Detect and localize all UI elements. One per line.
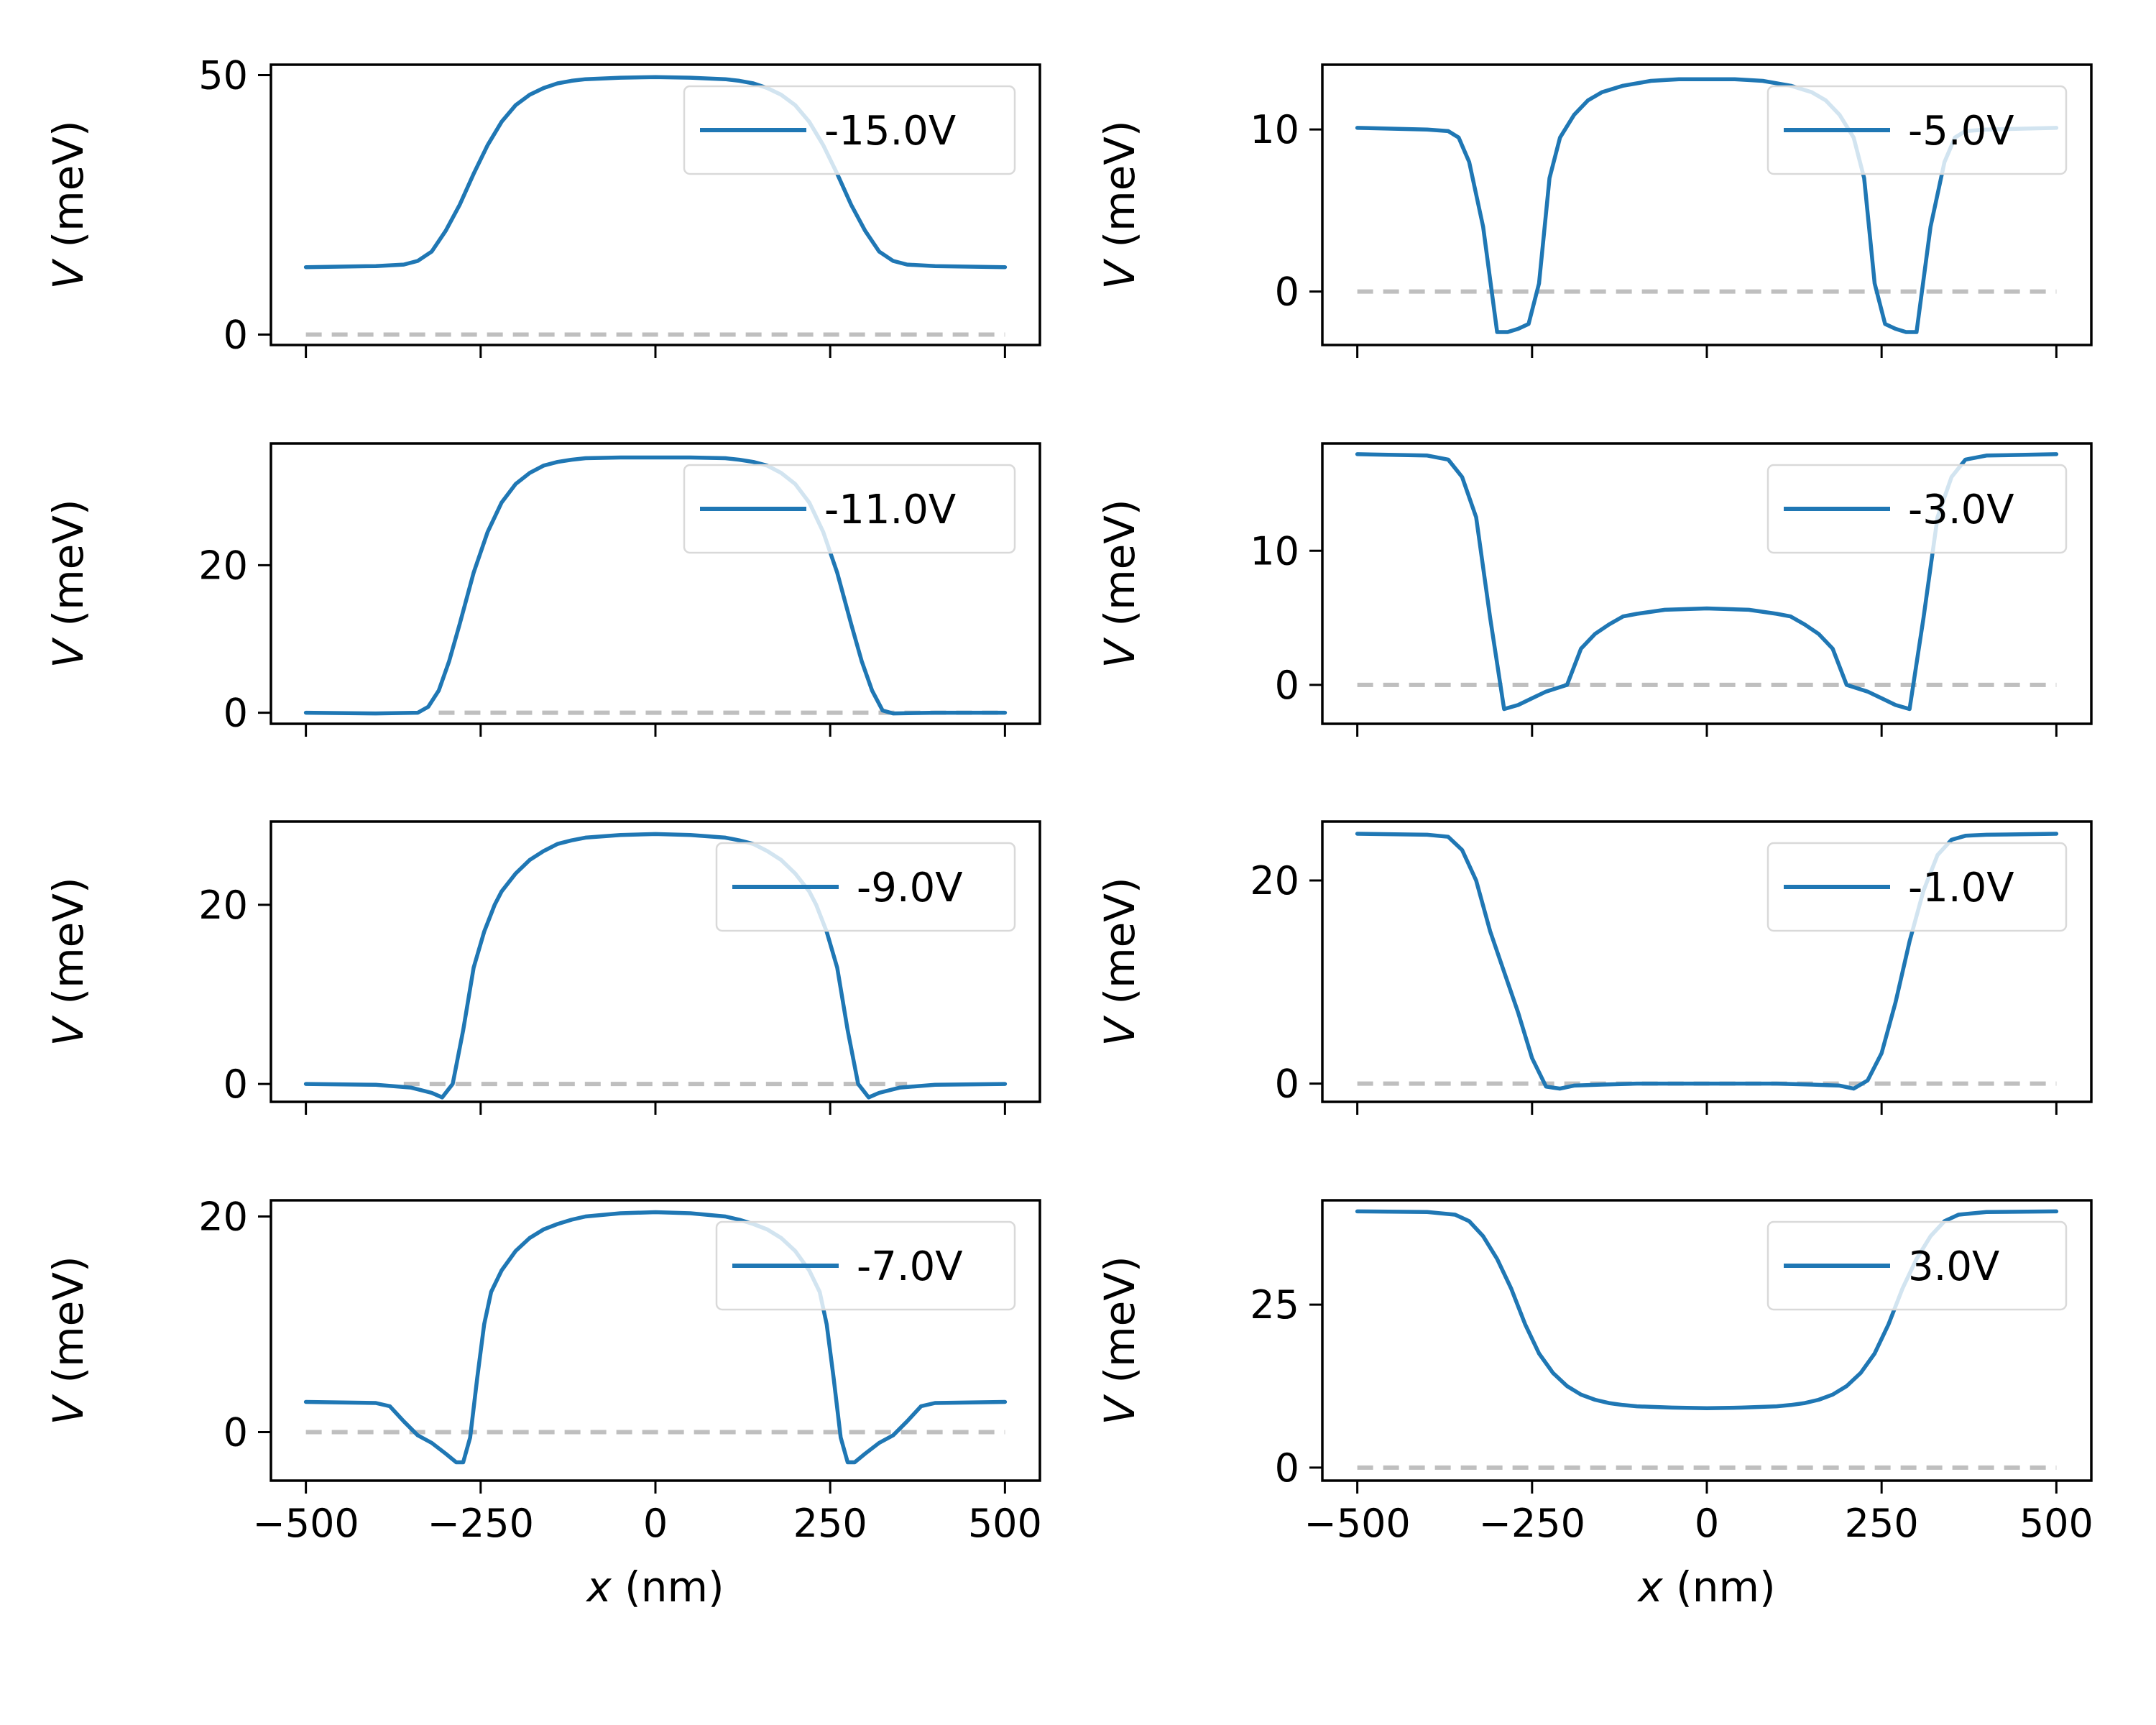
legend: -7.0V (715, 1220, 1016, 1311)
x-tick-label: 250 (1845, 1501, 1919, 1546)
x-tick-label: −500 (1304, 1501, 1410, 1546)
subplot-8: 3.0V −500 −250 0 250 500 0 25 V (meV) x (nm) (1095, 1199, 2093, 1611)
subplot-5: -9.0V 0 20 V (meV) (44, 820, 1041, 1115)
legend-label: 3.0V (1908, 1243, 1999, 1290)
y-tick-label: 0 (1275, 270, 1299, 315)
legend: -5.0V (1766, 85, 2068, 175)
subplot-2: -5.0V 0 10 V (meV) (1095, 63, 2093, 358)
legend-box (683, 464, 1016, 554)
y-tick-label: 0 (1275, 1445, 1299, 1491)
legend-label: -3.0V (1908, 487, 2014, 533)
legend-box (683, 85, 1016, 175)
y-axis-label: V (meV) (1095, 1256, 1144, 1425)
legend: 3.0V (1766, 1220, 2068, 1311)
y-tick-label: 20 (1250, 858, 1299, 903)
y-axis-label: V (meV) (1095, 499, 1144, 668)
legend-box (1766, 464, 2068, 554)
data-line (303, 455, 1008, 716)
y-axis-label: V (meV) (1095, 877, 1144, 1046)
y-tick-label: 20 (198, 883, 248, 928)
data-line (303, 1210, 1008, 1465)
legend-box (1766, 842, 2068, 932)
legend: -1.0V (1766, 842, 2068, 932)
legend-label: -9.0V (857, 865, 963, 911)
x-tick-label: 250 (793, 1501, 867, 1546)
subplot-1: -15.0V 0 50 V (meV) (44, 52, 1041, 358)
data-line (303, 832, 1008, 1100)
legend: -9.0V (715, 842, 1016, 932)
legend-label: -5.0V (1908, 108, 2014, 155)
x-tick-label: 500 (968, 1501, 1042, 1546)
y-tick-label: 10 (1250, 528, 1299, 574)
y-tick-label: 10 (1250, 107, 1299, 152)
legend-box (715, 1220, 1016, 1311)
y-axis-label: V (meV) (1095, 120, 1144, 289)
x-tick-label: −250 (428, 1501, 534, 1546)
x-tick-label: 0 (1695, 1501, 1719, 1546)
x-tick-label: −500 (252, 1501, 359, 1546)
y-tick-label: 50 (198, 52, 248, 98)
y-axis-label: V (meV) (44, 877, 93, 1046)
y-tick-label: 0 (1275, 663, 1299, 708)
subplot-4: -3.0V 0 10 V (meV) (1095, 442, 2093, 737)
data-line (1355, 77, 2059, 334)
data-line (303, 75, 1008, 270)
subplot-7: -7.0V −500 −250 0 250 500 0 20 V (meV) x (nm) (44, 1195, 1042, 1612)
x-axis-label: x (nm) (1636, 1563, 1775, 1611)
subplot-6: -1.0V 0 20 V (meV) (1095, 820, 2093, 1115)
subplot-3: -11.0V 0 20 V (meV) (44, 442, 1041, 737)
y-tick-label: 25 (1250, 1282, 1299, 1328)
legend-box (1766, 1220, 2068, 1311)
y-axis-label: V (meV) (44, 1256, 93, 1425)
y-tick-label: 0 (224, 1062, 248, 1107)
y-tick-label: 0 (224, 1410, 248, 1455)
legend: -3.0V (1766, 464, 2068, 554)
x-axis-label: x (nm) (585, 1563, 724, 1611)
x-tick-label: 500 (2019, 1501, 2093, 1546)
legend-label: -15.0V (824, 108, 956, 155)
x-tick-label: −250 (1479, 1501, 1585, 1546)
legend: -15.0V (683, 85, 1016, 175)
y-tick-label: 20 (198, 1195, 248, 1240)
legend-box (715, 842, 1016, 932)
legend-label: -1.0V (1908, 865, 2014, 911)
y-tick-label: 0 (224, 313, 248, 358)
x-tick-label: 0 (643, 1501, 668, 1546)
y-axis-label: V (meV) (44, 499, 93, 668)
y-tick-label: 0 (224, 691, 248, 736)
y-tick-label: 20 (198, 543, 248, 588)
y-axis-label: V (meV) (44, 120, 93, 289)
legend-box (1766, 85, 2068, 175)
y-tick-label: 0 (1275, 1062, 1299, 1107)
data-line (1355, 452, 2059, 712)
legend-label: -11.0V (824, 487, 956, 533)
legend: -11.0V (683, 464, 1016, 554)
legend-label: -7.0V (857, 1243, 963, 1290)
